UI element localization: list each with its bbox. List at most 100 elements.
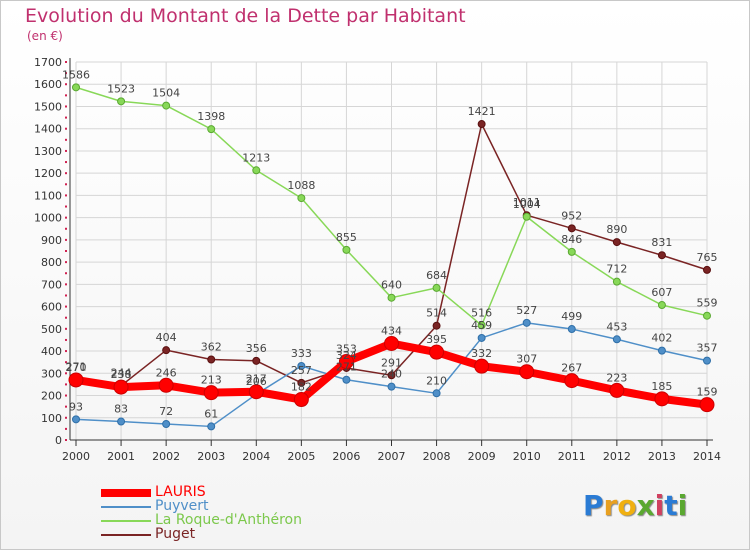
x-tick-label: 2000 (62, 450, 90, 463)
data-point (297, 361, 306, 370)
data-point (117, 97, 126, 106)
data-label: 185 (651, 380, 672, 393)
data-point (338, 354, 354, 370)
y-tick-label: 800 (41, 256, 62, 269)
y-minor-tick (65, 183, 67, 186)
data-point (162, 419, 171, 428)
y-tick-label: 900 (41, 234, 62, 247)
y-minor-tick (65, 261, 67, 264)
legend-swatch (101, 534, 151, 536)
y-tick-label: 200 (41, 390, 62, 403)
y-minor-tick (65, 394, 67, 397)
legend-swatch (101, 506, 151, 508)
data-label: 238 (111, 368, 132, 381)
data-point (293, 392, 309, 408)
data-point (699, 397, 715, 413)
data-point (384, 335, 399, 351)
data-label: 83 (114, 403, 128, 416)
data-label: 952 (561, 209, 582, 222)
data-point (654, 391, 670, 407)
data-point (477, 321, 486, 330)
logo-letter: t (664, 489, 678, 522)
x-tick-label: 2013 (648, 450, 676, 463)
y-tick-label: 1400 (34, 123, 62, 136)
y-minor-tick (65, 305, 67, 308)
data-point (432, 283, 441, 292)
y-minor-tick (65, 194, 67, 197)
data-label: 499 (561, 310, 582, 323)
data-label: 846 (561, 233, 582, 246)
data-point (252, 356, 261, 365)
x-tick-label: 2006 (332, 450, 360, 463)
data-point (657, 301, 666, 310)
data-label: 267 (561, 362, 582, 375)
data-label: 404 (156, 331, 177, 344)
data-label: 159 (697, 386, 718, 399)
y-minor-tick (65, 161, 67, 164)
y-minor-tick (65, 105, 67, 108)
y-tick-label: 1600 (34, 78, 62, 91)
data-label: 333 (291, 347, 312, 360)
data-point (342, 375, 351, 384)
legend-swatch (101, 520, 151, 522)
legend-label: Puyvert (155, 498, 209, 514)
chart-title: Evolution du Montant de la Dette par Hab… (25, 5, 466, 27)
data-label: 1421 (468, 105, 496, 118)
y-tick-label: 1100 (34, 189, 62, 202)
data-label: 271 (336, 361, 357, 374)
data-point (609, 382, 625, 398)
series-2 (72, 83, 711, 330)
data-point (207, 355, 216, 364)
tick-labels: 0 100 200 300 400 500 600 700 800 900 1000 1100 1200… (34, 56, 721, 463)
y-minor-tick (65, 272, 67, 275)
x-tick-label: 2012 (603, 450, 631, 463)
y-minor-tick (65, 350, 67, 353)
data-label: 640 (381, 279, 402, 292)
data-label: 1523 (107, 82, 135, 95)
logo-letter: r (603, 489, 618, 522)
data-point (113, 379, 129, 395)
data-label: 307 (516, 353, 537, 366)
data-label: 362 (201, 341, 222, 354)
data-point (703, 265, 711, 274)
y-minor-tick (65, 361, 67, 364)
data-label: 855 (336, 231, 357, 244)
data-point (342, 245, 351, 254)
series-layer (68, 83, 715, 431)
data-label: 291 (381, 356, 402, 369)
data-point (657, 251, 666, 260)
data-label: 1011 (513, 196, 541, 209)
y-minor-tick (65, 383, 67, 386)
data-point (657, 346, 666, 355)
y-minor-tick (65, 294, 67, 297)
data-label: 1088 (287, 179, 315, 192)
data-label: 246 (156, 366, 177, 379)
data-label: 217 (246, 373, 267, 386)
data-label: 244 (111, 367, 132, 380)
data-point (207, 125, 216, 134)
x-tick-label: 2001 (107, 450, 135, 463)
data-point (432, 389, 441, 398)
x-tick-label: 2002 (152, 450, 180, 463)
line-chart: 0 100 200 300 400 500 600 700 800 900 1000 1100 1200… (34, 56, 721, 463)
data-label: 607 (651, 286, 672, 299)
data-point (612, 335, 621, 344)
y-minor-tick (65, 138, 67, 141)
y-tick-label: 300 (41, 367, 62, 380)
data-label: 223 (606, 371, 627, 384)
legend-label: La Roque-d'Anthéron (155, 512, 302, 528)
data-point (252, 166, 261, 175)
data-label: 206 (246, 375, 267, 388)
data-label: 93 (69, 400, 83, 413)
data-point (162, 346, 171, 355)
y-minor-tick (65, 283, 67, 286)
data-point (703, 311, 711, 320)
y-tick-label: 400 (41, 345, 62, 358)
data-point (612, 277, 621, 286)
proxiti-logo: Proxiti (583, 489, 687, 522)
x-tick-label: 2005 (287, 450, 315, 463)
x-tick-label: 2003 (197, 450, 225, 463)
y-minor-tick (65, 427, 67, 430)
data-label: 559 (697, 297, 718, 310)
